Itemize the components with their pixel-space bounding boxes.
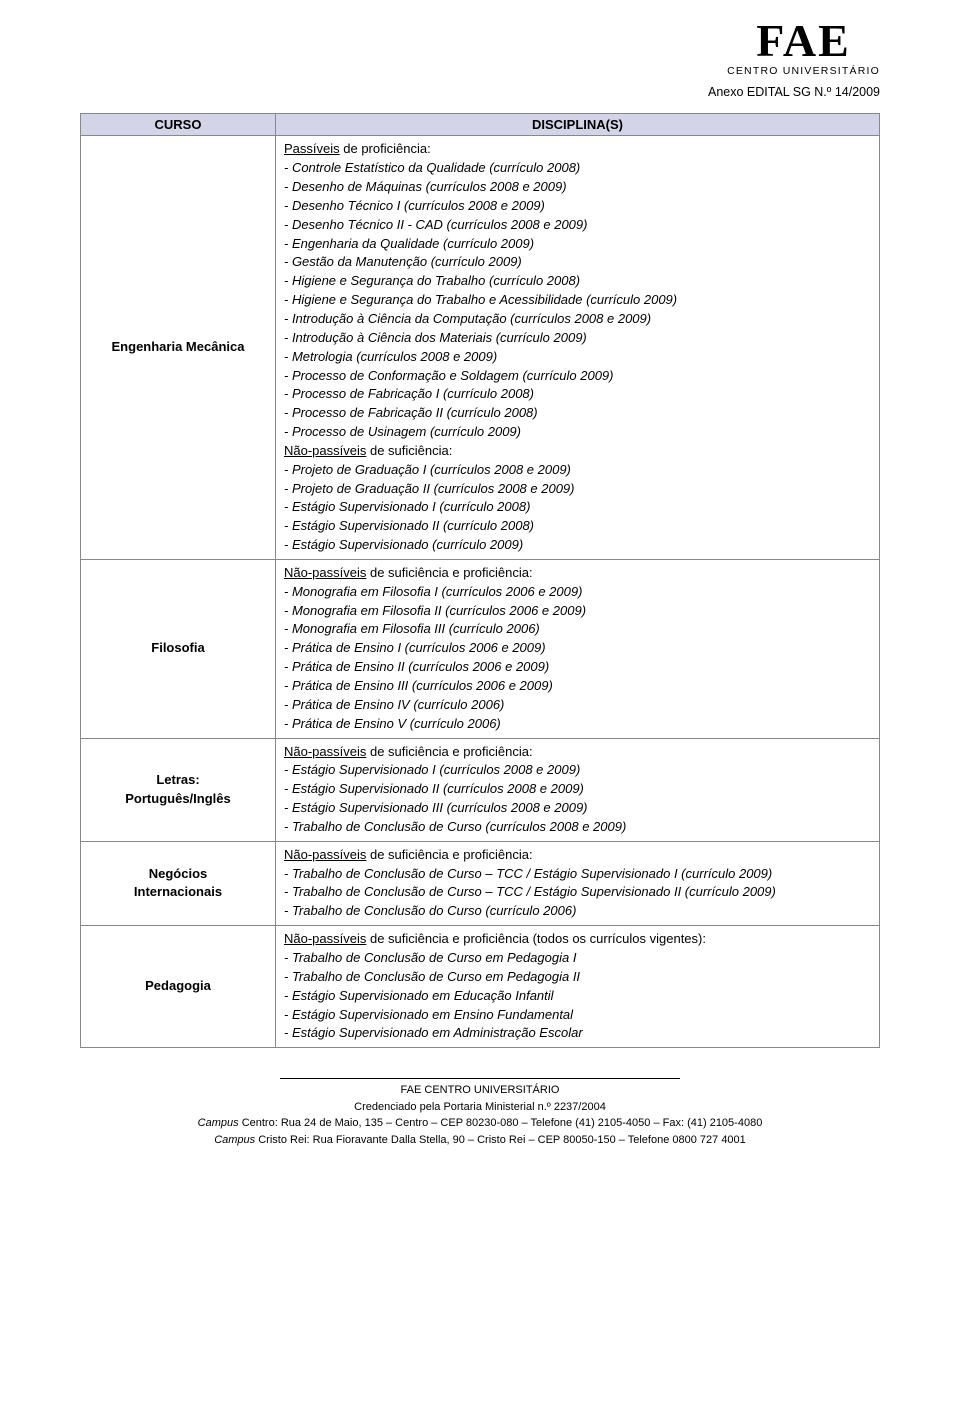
list-item: - Estágio Supervisionado I (currículo 20… <box>284 499 530 514</box>
heading-nao-passiveis: Não-passíveis <box>284 931 366 946</box>
anexo-label: Anexo EDITAL SG N.º 14/2009 <box>80 85 880 99</box>
footer-line-3: Campus Centro: Rua 24 de Maio, 135 – Cen… <box>80 1115 880 1132</box>
course-filosofia: Filosofia <box>81 559 276 738</box>
campus-label: Campus <box>198 1117 239 1129</box>
course-letras: Letras: Português/Inglês <box>81 738 276 841</box>
list-item: - Estágio Supervisionado II (currículo 2… <box>284 518 534 533</box>
curriculum-table: CURSO DISCIPLINA(S) Engenharia Mecânica … <box>80 113 880 1048</box>
course-negocios: Negócios Internacionais <box>81 841 276 925</box>
list-item: - Engenharia da Qualidade (currículo 200… <box>284 236 534 251</box>
list-item: - Trabalho de Conclusão de Curso em Peda… <box>284 950 576 965</box>
list-item: - Estágio Supervisionado (currículo 2009… <box>284 537 523 552</box>
list-item: - Metrologia (currículos 2008 e 2009) <box>284 349 497 364</box>
list-item: - Prática de Ensino I (currículos 2006 e… <box>284 640 546 655</box>
row-pedagogia: Pedagogia Não-passíveis de suficiência e… <box>81 926 880 1048</box>
heading-nao-passiveis: Não-passíveis <box>284 847 366 862</box>
list-item: - Estágio Supervisionado II (currículos … <box>284 781 584 796</box>
header: FAE CENTRO UNIVERSITÁRIO <box>80 20 880 77</box>
table-header-row: CURSO DISCIPLINA(S) <box>81 114 880 136</box>
footer-line-2: Credenciado pela Portaria Ministerial n.… <box>80 1099 880 1116</box>
list-item: - Projeto de Graduação I (currículos 200… <box>284 462 571 477</box>
logo-main: FAE <box>727 20 880 61</box>
list-item: - Trabalho de Conclusão de Curso em Peda… <box>284 969 580 984</box>
list-item: - Higiene e Segurança do Trabalho e Aces… <box>284 292 677 307</box>
list-item: - Monografia em Filosofia II (currículos… <box>284 603 586 618</box>
campus-address: Centro: Rua 24 de Maio, 135 – Centro – C… <box>239 1117 763 1129</box>
logo-subtitle: CENTRO UNIVERSITÁRIO <box>727 65 880 77</box>
list-item: - Higiene e Segurança do Trabalho (currí… <box>284 273 580 288</box>
heading-rest: de suficiência e proficiência: <box>366 744 532 759</box>
heading-passiveis: Passíveis <box>284 141 340 156</box>
list-item: - Prática de Ensino III (currículos 2006… <box>284 678 553 693</box>
col-disciplinas: DISCIPLINA(S) <box>276 114 880 136</box>
row-letras: Letras: Português/Inglês Não-passíveis d… <box>81 738 880 841</box>
row-filosofia: Filosofia Não-passíveis de suficiência e… <box>81 559 880 738</box>
list-item: - Desenho de Máquinas (currículos 2008 e… <box>284 179 567 194</box>
disc-negocios: Não-passíveis de suficiência e proficiên… <box>276 841 880 925</box>
col-curso: CURSO <box>81 114 276 136</box>
list-item: - Introdução à Ciência dos Materiais (cu… <box>284 330 587 345</box>
list-item: - Estágio Supervisionado III (currículos… <box>284 800 588 815</box>
disc-pedagogia: Não-passíveis de suficiência e proficiên… <box>276 926 880 1048</box>
list-item: - Desenho Técnico I (currículos 2008 e 2… <box>284 198 545 213</box>
footer-line-4: Campus Cristo Rei: Rua Fioravante Dalla … <box>80 1132 880 1149</box>
footer: FAE CENTRO UNIVERSITÁRIO Credenciado pel… <box>80 1078 880 1148</box>
list-item: - Introdução à Ciência da Computação (cu… <box>284 311 651 326</box>
list-item: - Estágio Supervisionado em Ensino Funda… <box>284 1007 573 1022</box>
course-pedagogia: Pedagogia <box>81 926 276 1048</box>
list-item: - Estágio Supervisionado I (currículos 2… <box>284 762 580 777</box>
list-item: - Trabalho de Conclusão de Curso – TCC /… <box>284 884 776 899</box>
list-item: - Trabalho de Conclusão do Curso (curríc… <box>284 903 576 918</box>
heading-rest: de proficiência: <box>340 141 431 156</box>
disc-filosofia: Não-passíveis de suficiência e proficiên… <box>276 559 880 738</box>
disc-letras: Não-passíveis de suficiência e proficiên… <box>276 738 880 841</box>
row-negocios: Negócios Internacionais Não-passíveis de… <box>81 841 880 925</box>
list-item: - Monografia em Filosofia III (currículo… <box>284 621 540 636</box>
list-item: - Projeto de Graduação II (currículos 20… <box>284 481 575 496</box>
logo: FAE CENTRO UNIVERSITÁRIO <box>727 20 880 77</box>
list-item: - Gestão da Manutenção (currículo 2009) <box>284 254 522 269</box>
campus-address: Cristo Rei: Rua Fioravante Dalla Stella,… <box>255 1134 746 1146</box>
list-item: - Estágio Supervisionado em Educação Inf… <box>284 988 554 1003</box>
disc-engenharia: Passíveis de proficiência: - Controle Es… <box>276 136 880 560</box>
list-item: - Processo de Conformação e Soldagem (cu… <box>284 368 614 383</box>
list-item: - Prática de Ensino IV (currículo 2006) <box>284 697 504 712</box>
heading-nao-passiveis: Não-passíveis <box>284 565 366 580</box>
row-engenharia: Engenharia Mecânica Passíveis de profici… <box>81 136 880 560</box>
heading-nao-passiveis: Não-passíveis <box>284 443 366 458</box>
list-item: - Monografia em Filosofia I (currículos … <box>284 584 582 599</box>
list-item: - Trabalho de Conclusão de Curso (curríc… <box>284 819 626 834</box>
page: FAE CENTRO UNIVERSITÁRIO Anexo EDITAL SG… <box>0 0 960 1178</box>
list-item: - Estágio Supervisionado em Administraçã… <box>284 1025 583 1040</box>
list-item: - Trabalho de Conclusão de Curso – TCC /… <box>284 866 772 881</box>
campus-label: Campus <box>214 1134 255 1146</box>
heading-rest: de suficiência e proficiência: <box>366 565 532 580</box>
list-item: - Processo de Fabricação I (currículo 20… <box>284 386 534 401</box>
list-item: - Processo de Usinagem (currículo 2009) <box>284 424 521 439</box>
heading-rest: de suficiência e proficiência (todos os … <box>366 931 706 946</box>
footer-divider <box>280 1078 680 1079</box>
list-item: - Controle Estatístico da Qualidade (cur… <box>284 160 580 175</box>
list-item: - Prática de Ensino II (currículos 2006 … <box>284 659 549 674</box>
course-engenharia: Engenharia Mecânica <box>81 136 276 560</box>
heading-rest: de suficiência e proficiência: <box>366 847 532 862</box>
heading-rest: de suficiência: <box>366 443 452 458</box>
list-item: - Processo de Fabricação II (currículo 2… <box>284 405 538 420</box>
list-item: - Desenho Técnico II - CAD (currículos 2… <box>284 217 587 232</box>
footer-line-1: FAE CENTRO UNIVERSITÁRIO <box>80 1082 880 1099</box>
heading-nao-passiveis: Não-passíveis <box>284 744 366 759</box>
list-item: - Prática de Ensino V (currículo 2006) <box>284 716 501 731</box>
